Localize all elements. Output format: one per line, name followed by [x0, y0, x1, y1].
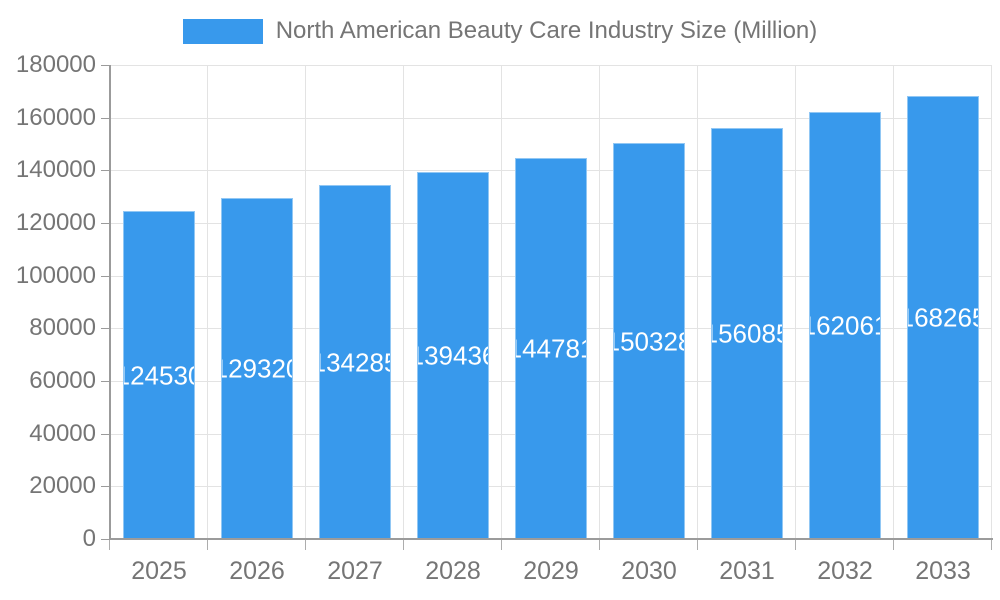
bar-value-label: 139436 [418, 340, 488, 371]
bar-2033[interactable]: 168265 [907, 96, 979, 539]
y-tick-mark [101, 381, 110, 382]
bar-value-label: 129320 [222, 353, 292, 384]
y-axis-line [109, 65, 111, 539]
x-tick-mark [207, 540, 208, 550]
gridline-vertical [403, 65, 404, 539]
bar-value-label: 134285 [320, 347, 390, 377]
x-axis-label-2030: 2030 [621, 557, 677, 585]
bar-2027[interactable]: 134285 [319, 185, 391, 539]
y-tick-mark [101, 433, 110, 435]
gridline-vertical [207, 65, 208, 539]
x-axis-label-2027: 2027 [327, 557, 383, 585]
y-axis-label: 80000 [29, 314, 96, 342]
gridline-horizontal [110, 65, 992, 66]
y-axis-label: 20000 [29, 472, 96, 500]
y-axis-label: 60000 [29, 367, 96, 394]
y-tick-mark [101, 170, 110, 172]
y-axis-label: 140000 [15, 156, 96, 184]
bar-cell-2030: 150328 [600, 65, 698, 539]
gridline-vertical [991, 65, 992, 539]
bar-series: 124530 129320 134285 139436 144781 150328 1560… [110, 65, 992, 539]
x-tick-mark [697, 540, 698, 550]
bar-2025[interactable]: 124530 [123, 211, 195, 539]
legend-swatch [182, 18, 263, 44]
gridline-vertical [501, 65, 502, 539]
bar-cell-2025: 124530 [110, 65, 208, 539]
gridline-vertical [599, 65, 600, 539]
y-axis-label: 120000 [15, 209, 96, 236]
bar-value-label: 156085 [712, 318, 782, 349]
y-tick-mark [101, 328, 110, 330]
x-axis-label-2033: 2033 [915, 557, 971, 585]
gridline-vertical [893, 65, 894, 539]
x-tick-mark [501, 540, 502, 550]
y-axis-label: 0 [82, 525, 96, 552]
bar-cell-2032: 162061 [796, 65, 894, 539]
bar-2029[interactable]: 144781 [515, 158, 587, 539]
gridline-horizontal [110, 117, 992, 119]
x-tick-mark [305, 540, 306, 550]
y-axis-label: 100000 [15, 261, 96, 289]
bar-value-label: 168265 [908, 302, 978, 333]
bar-2030[interactable]: 150328 [613, 143, 685, 539]
plot-area: 124530 129320 134285 139436 144781 150328 1560… [109, 65, 993, 540]
x-axis-label-2032: 2032 [817, 557, 873, 585]
bar-value-label: 144781 [516, 333, 586, 364]
y-axis-label: 180000 [15, 51, 96, 78]
legend[interactable]: North American Beauty Care Industry Size… [0, 15, 1000, 47]
x-axis-label-2025: 2025 [131, 557, 187, 585]
legend-label: North American Beauty Care Industry Size… [275, 17, 818, 44]
bar-value-label: 124530 [124, 360, 194, 390]
x-tick-mark [403, 540, 404, 550]
bar-cell-2027: 134285 [306, 65, 404, 539]
x-tick-mark [109, 540, 110, 550]
bar-2026[interactable]: 129320 [221, 198, 293, 539]
x-tick-mark [795, 540, 796, 550]
y-axis-label: 40000 [29, 419, 96, 447]
bar-value-label: 162061 [810, 310, 880, 341]
gridline-vertical [697, 65, 698, 539]
x-axis-line [109, 538, 993, 540]
x-axis-label-2028: 2028 [425, 557, 481, 585]
bar-2032[interactable]: 162061 [809, 112, 881, 539]
bar-cell-2033: 168265 [894, 65, 992, 539]
bar-cell-2028: 139436 [404, 65, 502, 539]
y-axis-label: 160000 [15, 103, 96, 131]
y-tick-mark [101, 65, 110, 66]
x-tick-mark [991, 540, 992, 550]
gridline-vertical [305, 65, 306, 539]
gridline-vertical [795, 65, 796, 539]
x-tick-mark [599, 540, 600, 550]
bar-value-label: 150328 [614, 326, 684, 356]
bar-cell-2029: 144781 [502, 65, 600, 539]
y-tick-mark [101, 275, 110, 277]
x-axis-label-2031: 2031 [719, 557, 775, 585]
y-tick-mark [101, 486, 110, 488]
bar-cell-2026: 129320 [208, 65, 306, 539]
x-tick-mark [893, 540, 894, 550]
bar-2031[interactable]: 156085 [711, 128, 783, 539]
bar-2028[interactable]: 139436 [417, 172, 489, 539]
y-tick-mark [101, 117, 110, 119]
x-axis-label-2026: 2026 [229, 557, 285, 585]
y-tick-mark [101, 539, 110, 540]
y-tick-mark [101, 223, 110, 224]
bar-cell-2031: 156085 [698, 65, 796, 539]
x-axis-label-2029: 2029 [523, 557, 579, 585]
